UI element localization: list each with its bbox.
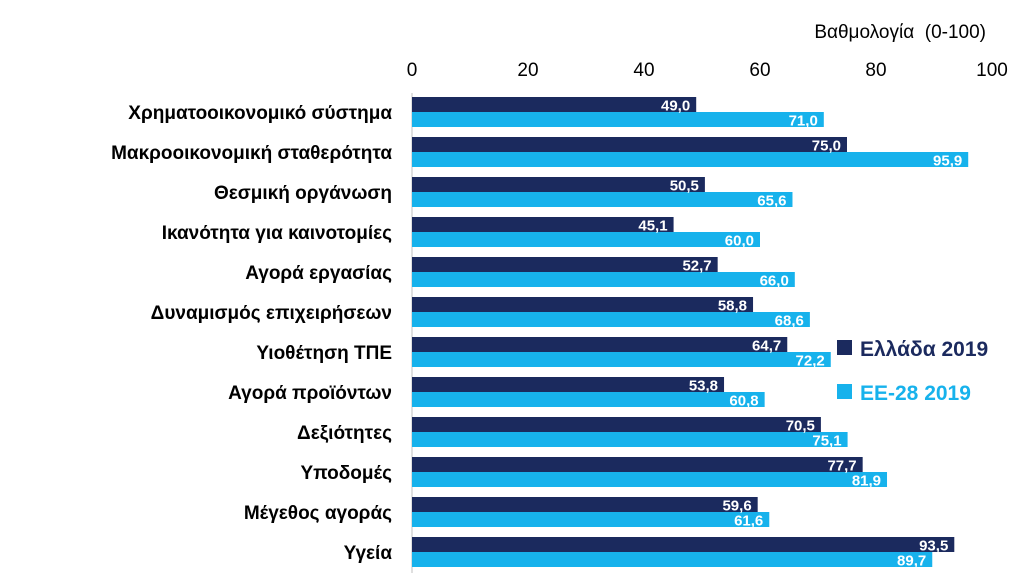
- data-label-eu28: 72,2: [796, 353, 825, 370]
- data-label-greece: 58,8: [718, 298, 747, 315]
- data-label-greece: 64,7: [752, 338, 781, 355]
- data-label-eu28: 75,1: [812, 433, 841, 450]
- bar-eu28: [412, 112, 824, 127]
- bar-greece: [412, 137, 847, 152]
- x-tick-label: 100: [976, 60, 1008, 81]
- bar-greece: [412, 177, 705, 192]
- category-labels: Χρηματοοικονομικό σύστημα Μακροοικονομική…: [111, 103, 392, 564]
- category-label: Χρηματοοικονομικό σύστημα: [128, 103, 392, 124]
- x-axis-ticks: 0 20 40 60 80 100: [407, 60, 1008, 81]
- legend-label-eu28: ΕΕ-28 2019: [860, 382, 971, 405]
- category-label: Θεσμική οργάνωση: [214, 183, 392, 204]
- x-axis-title: Βαθμολογία (0-100): [814, 22, 986, 43]
- data-label-greece: 77,7: [827, 458, 856, 475]
- category-label: Υποδομές: [300, 463, 392, 484]
- data-label-greece: 52,7: [682, 258, 711, 275]
- bar-greece: [412, 457, 863, 472]
- bar-eu28: [412, 192, 793, 207]
- data-label-eu28: 81,9: [852, 473, 881, 490]
- bar-eu28: [412, 272, 795, 287]
- bar-eu28: [412, 552, 933, 567]
- bar-greece: [412, 217, 674, 232]
- category-label: Υιοθέτηση ΤΠΕ: [256, 343, 392, 364]
- bar-eu28: [412, 232, 760, 247]
- bar-greece: [412, 97, 697, 112]
- x-tick-label: 80: [865, 60, 886, 81]
- category-label: Δεξιότητες: [297, 423, 392, 444]
- category-label: Αγορά εργασίας: [245, 263, 392, 284]
- bar-eu28: [412, 512, 770, 527]
- category-label: Υγεία: [344, 543, 393, 564]
- data-label-greece: 45,1: [638, 218, 667, 235]
- category-label: Μέγεθος αγοράς: [244, 503, 392, 524]
- bar-greece: [412, 417, 821, 432]
- category-label: Μακροοικονομική σταθερότητα: [111, 143, 392, 164]
- bar-greece: [412, 377, 725, 392]
- bar-greece: [412, 297, 754, 312]
- bars: [412, 97, 969, 567]
- data-label-eu28: 60,8: [729, 393, 758, 410]
- legend-swatch-eu28: [837, 384, 852, 399]
- data-label-greece: 93,5: [919, 538, 948, 555]
- bar-greece: [412, 257, 718, 272]
- data-label-greece: 53,8: [689, 378, 718, 395]
- category-label: Ικανότητα για καινοτομίες: [162, 223, 392, 244]
- data-label-eu28: 68,6: [775, 313, 804, 330]
- data-label-greece: 49,0: [661, 98, 690, 115]
- x-tick-label: 60: [749, 60, 770, 81]
- category-label: Αγορά προϊόντων: [228, 383, 392, 404]
- bar-greece: [412, 537, 955, 552]
- bar-greece: [412, 497, 758, 512]
- data-label-eu28: 60,0: [725, 233, 754, 250]
- legend-label-greece: Ελλάδα 2019: [860, 338, 988, 361]
- data-label-eu28: 61,6: [734, 513, 763, 530]
- bar-greece: [412, 337, 788, 352]
- data-label-eu28: 71,0: [789, 113, 818, 130]
- data-label-greece: 59,6: [722, 498, 751, 515]
- bar-eu28: [412, 472, 888, 487]
- data-label-eu28: 66,0: [760, 273, 789, 290]
- bar-eu28: [412, 312, 810, 327]
- x-tick-label: 0: [407, 60, 418, 81]
- x-tick-label: 40: [633, 60, 654, 81]
- data-labels: 49,0 75,0 50,5 45,1 52,7 58,8 64,7 53,8 70,5 77,7…: [638, 98, 962, 570]
- bar-eu28: [412, 392, 765, 407]
- data-label-greece: 70,5: [786, 418, 815, 435]
- category-label: Δυναμισμός επιχειρήσεων: [151, 303, 392, 324]
- data-label-greece: 75,0: [812, 138, 841, 155]
- bar-eu28: [412, 152, 969, 167]
- data-label-greece: 50,5: [670, 178, 699, 195]
- data-label-eu28: 89,7: [897, 553, 926, 570]
- data-label-eu28: 65,6: [757, 193, 786, 210]
- bar-eu28: [412, 432, 848, 447]
- legend-swatch-greece: [837, 340, 852, 355]
- bar-eu28: [412, 352, 831, 367]
- legend: Ελλάδα 2019 ΕΕ-28 2019: [837, 338, 988, 405]
- data-label-eu28: 95,9: [933, 153, 962, 170]
- x-tick-label: 20: [517, 60, 538, 81]
